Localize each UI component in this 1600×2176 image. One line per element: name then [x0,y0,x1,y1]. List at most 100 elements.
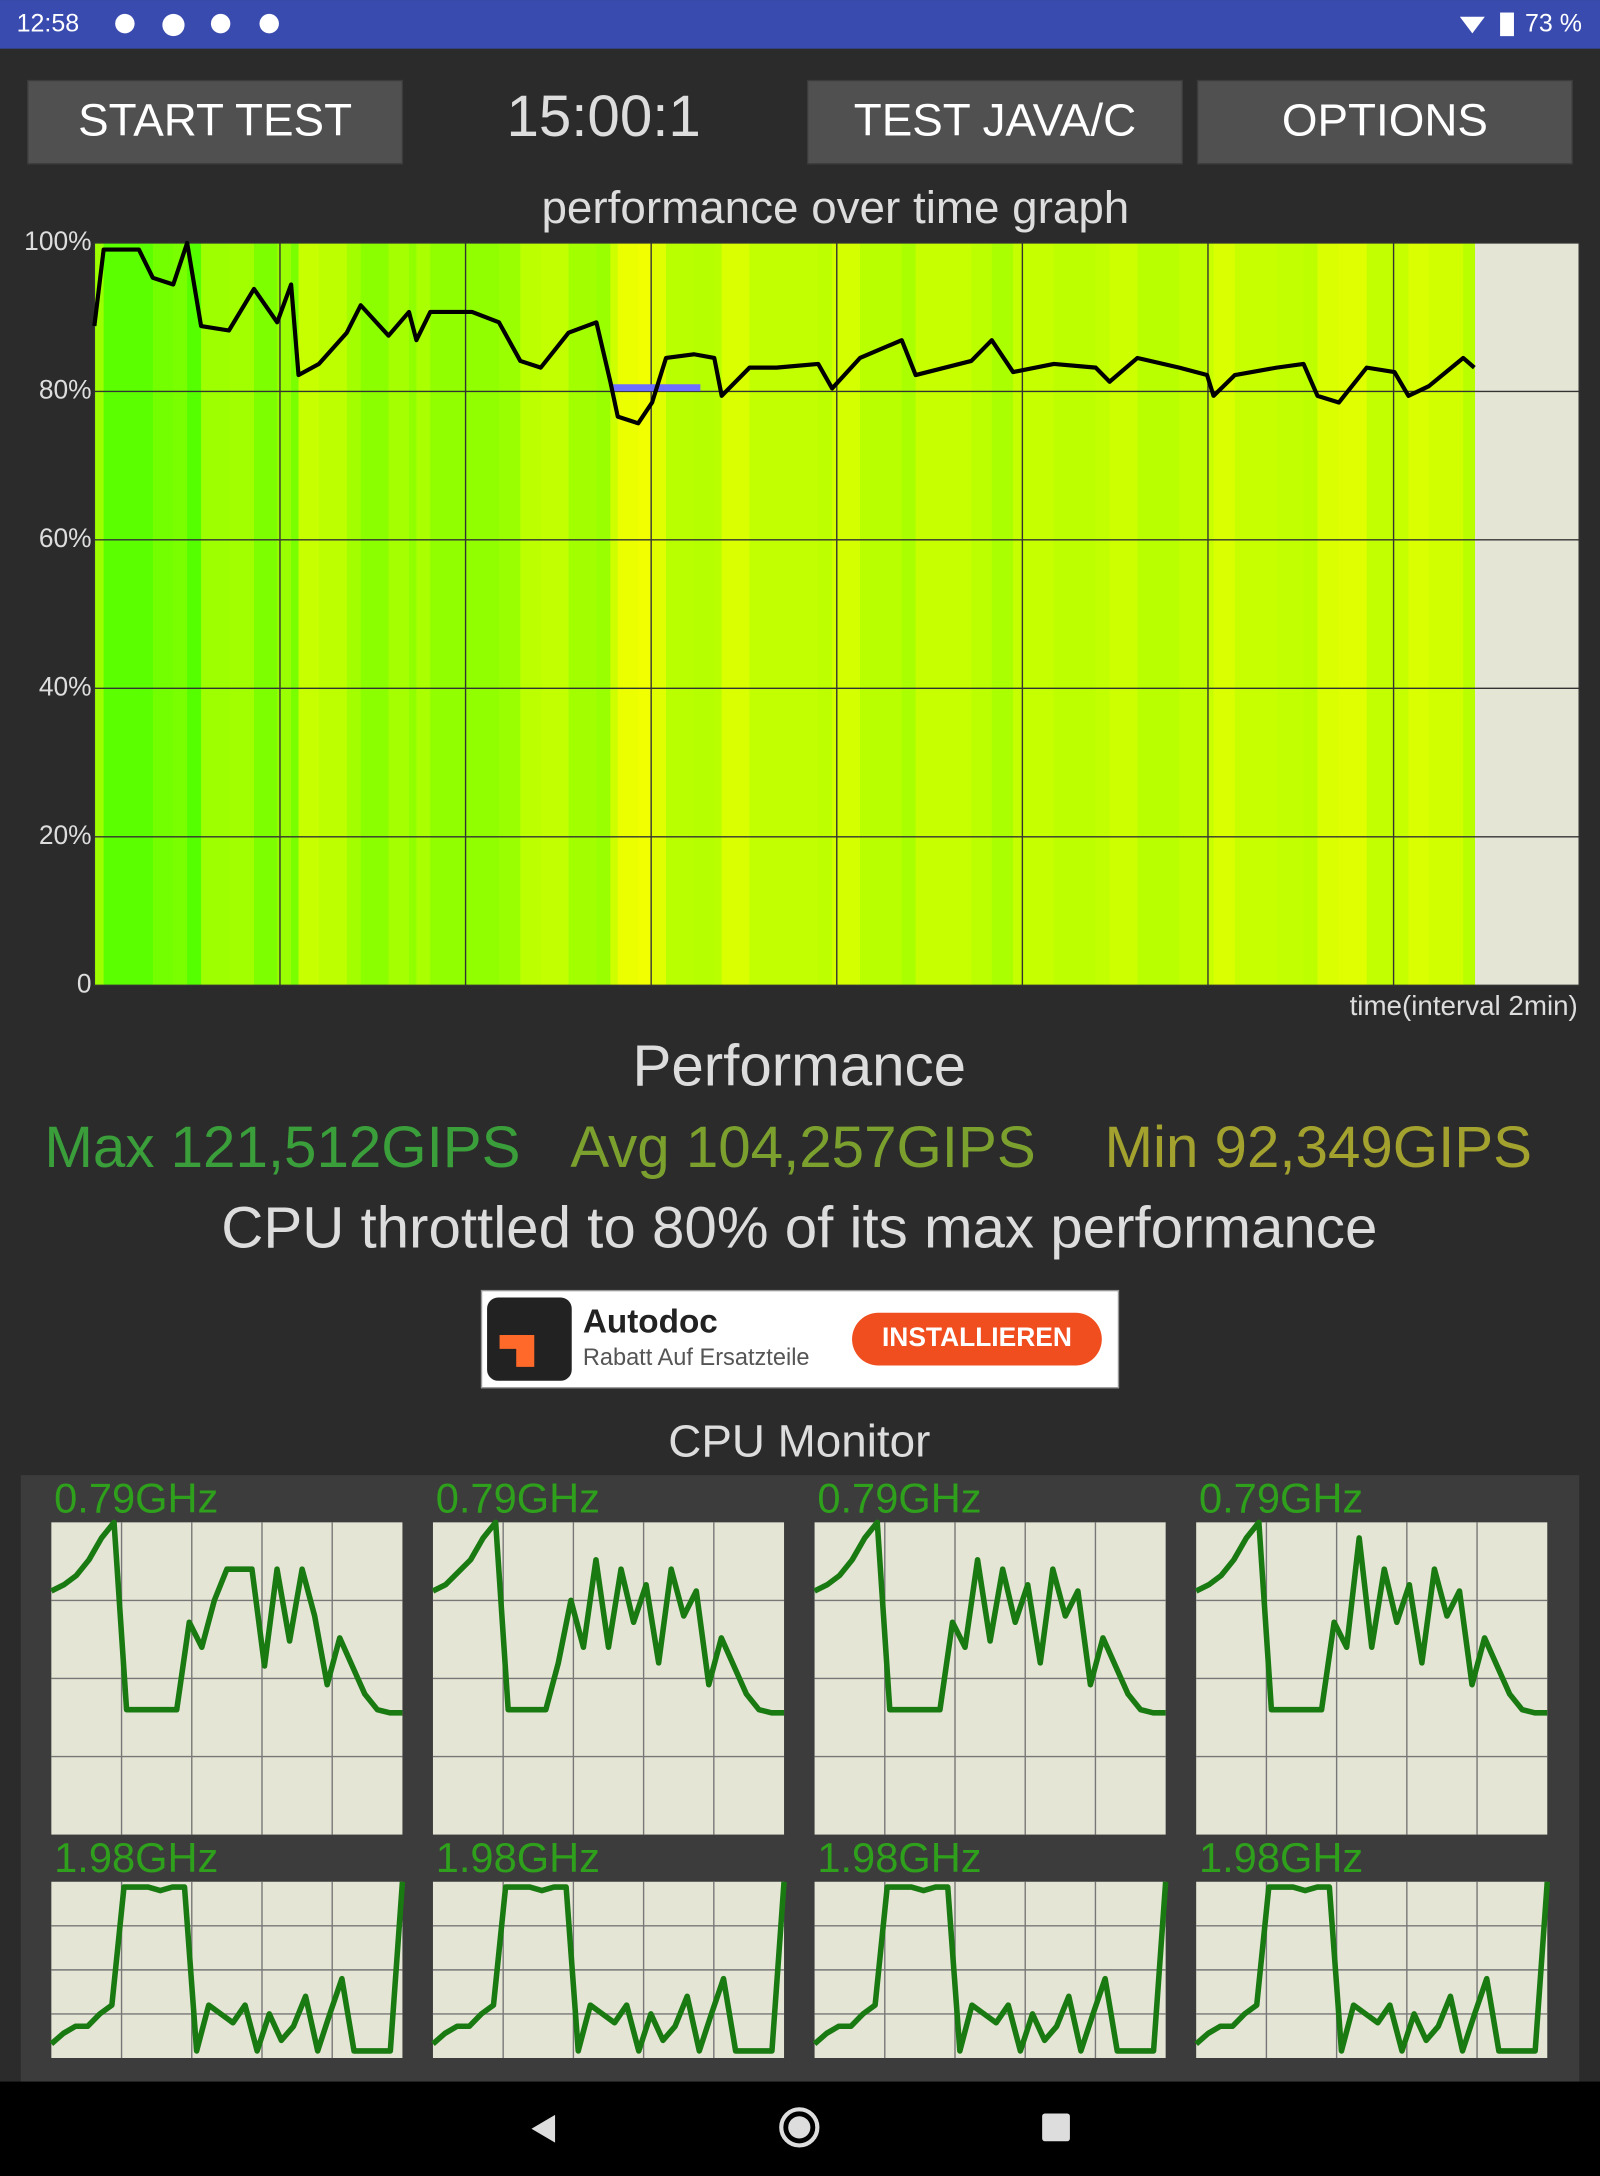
heat-stripe [1179,242,1208,986]
performance-title: Performance [633,1033,967,1098]
avg-stat: Avg 104,257GIPS [570,1115,1035,1180]
button-label[interactable]: OPTIONS [1282,95,1488,146]
status-bar [0,0,1600,49]
heat-stripe [540,242,570,986]
button-label[interactable]: TEST JAVA/C [854,95,1136,146]
status-icon [259,13,279,34]
heat-stripe [253,242,278,986]
heat-stripe [346,242,362,986]
heat-stripe [152,242,174,986]
heat-stripe [94,242,105,986]
heat-stripe [901,242,917,986]
heat-stripe [416,242,431,986]
wifi-icon [1459,16,1485,34]
heat-stripe [472,242,500,986]
heat-stripe [103,242,140,986]
throttle-summary: CPU throttled to 80% of its max performa… [221,1196,1377,1261]
cpu-load-line [1194,1881,1551,2054]
y-tick-label: 40% [39,671,92,701]
cpu-charts: 0.79GHz 0.79GHz 0.79GHz 0.79GHz 1.98GHz 1.98G… [49,1475,1551,2058]
heat-stripe [1234,242,1278,986]
heat-stripe [1213,242,1236,986]
cpu-load-line [431,1881,787,2054]
y-tick-label: 100% [24,226,91,256]
heat-stripe [971,242,993,986]
heat-stripe [298,242,320,986]
start-test-button[interactable] [27,79,404,165]
heat-stripe [228,242,255,986]
cpu-load-line [812,1881,1169,2054]
heat-stripe [1317,242,1340,986]
cpu-load-line [813,1519,1166,1716]
heat-stripe [138,242,154,986]
status-icon [210,13,231,34]
heat-stripe [617,242,639,986]
heat-stripe [388,242,410,986]
nav-recents[interactable] [1042,2113,1070,2142]
status-icon [115,13,135,34]
heat-stripe [1428,242,1464,986]
heat-stripe [360,242,390,986]
cpu-frequency: 1.98GHz [1199,1834,1363,1881]
chart-title: performance over time graph [541,182,1129,233]
y-tick-label: 60% [39,523,92,553]
cpu-frequency: 0.79GHz [436,1475,600,1522]
ad-icon-shape [499,1335,535,1367]
y-tick-label: 0 [77,968,92,998]
heat-stripe [1366,242,1396,986]
heat-stripe [1463,242,1476,986]
heat-stripe [721,242,751,986]
heat-stripe [1303,242,1319,986]
heat-stripe [1109,242,1139,986]
heat-stripe [915,242,973,986]
status-icon [162,13,185,37]
heat-stripe [1137,242,1180,986]
y-tick-label: 80% [39,374,92,404]
ad-install-button[interactable] [852,1312,1102,1366]
button-label[interactable]: START TEST [78,95,352,146]
battery-level: 73 % [1525,10,1582,38]
cpu-frequency: 0.79GHz [1199,1475,1363,1522]
cpu-frequency: 1.98GHz [54,1834,218,1881]
heat-stripe [1013,242,1055,986]
heat-stripe [277,242,292,986]
heat-stripe [1338,242,1368,986]
cpu-load-line [1194,1519,1548,1716]
heat-stripe [596,242,612,986]
heat-stripe [187,242,202,986]
performance-line [92,240,1476,426]
heat-stripe [408,242,418,986]
test-java-button[interactable] [806,79,1184,165]
cpu-load-line [431,1519,785,1716]
performance-chart: 0 20% 40% 60% 80% 100% [24,226,1580,998]
ad-button-label[interactable]: INSTALLIEREN [882,1322,1072,1352]
heat-stripe [991,242,1014,986]
nav-home-dot [788,2116,811,2139]
cpu-load-line [50,1519,403,1716]
y-tick-label: 20% [39,820,92,850]
battery-icon [1500,12,1514,37]
heat-stripe [652,242,667,986]
cpu-frequency: 1.98GHz [436,1834,600,1881]
cpu-frequency: 1.98GHz [817,1834,981,1881]
heat-stripe [749,242,778,986]
heat-stripe [693,242,715,986]
heat-stripe [201,242,230,986]
cpu-frequency: 0.79GHz [817,1475,981,1522]
options-button[interactable] [1196,79,1573,165]
timer: 15:00:1 [506,84,700,149]
cpu-frequency: 0.79GHz [54,1475,218,1522]
heat-stripe [568,242,598,986]
heat-stripe [1207,242,1215,986]
heat-stripe [291,242,300,986]
x-axis-label: time(interval 2min) [1350,990,1578,1021]
heat-stripe [173,242,188,986]
ad-name[interactable]: Autodoc [583,1304,718,1341]
nav-home[interactable] [779,2107,820,2148]
heat-stripe [666,242,695,986]
heat-stripe [1408,242,1430,986]
ad-tagline[interactable]: Rabatt Auf Ersatzteile [583,1344,810,1370]
nav-back[interactable] [531,2114,556,2143]
